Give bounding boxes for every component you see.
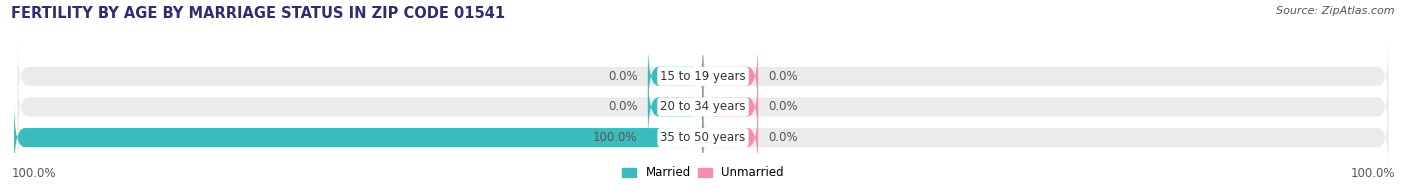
Text: 100.0%: 100.0%: [593, 131, 637, 144]
Text: 15 to 19 years: 15 to 19 years: [661, 70, 745, 83]
Text: 100.0%: 100.0%: [11, 167, 56, 180]
FancyBboxPatch shape: [703, 71, 758, 143]
FancyBboxPatch shape: [703, 40, 758, 113]
Text: 0.0%: 0.0%: [769, 100, 799, 113]
Text: Source: ZipAtlas.com: Source: ZipAtlas.com: [1277, 6, 1395, 16]
Text: 0.0%: 0.0%: [769, 70, 799, 83]
Text: FERTILITY BY AGE BY MARRIAGE STATUS IN ZIP CODE 01541: FERTILITY BY AGE BY MARRIAGE STATUS IN Z…: [11, 6, 505, 21]
FancyBboxPatch shape: [648, 71, 703, 143]
FancyBboxPatch shape: [14, 101, 703, 174]
Text: 100.0%: 100.0%: [1350, 167, 1395, 180]
FancyBboxPatch shape: [17, 40, 1389, 113]
FancyBboxPatch shape: [703, 101, 758, 174]
Text: 0.0%: 0.0%: [607, 100, 637, 113]
FancyBboxPatch shape: [17, 101, 1389, 174]
FancyBboxPatch shape: [17, 71, 1389, 143]
Legend: Married, Unmarried: Married, Unmarried: [617, 162, 789, 184]
FancyBboxPatch shape: [648, 40, 703, 113]
Text: 20 to 34 years: 20 to 34 years: [661, 100, 745, 113]
Text: 0.0%: 0.0%: [607, 70, 637, 83]
Text: 0.0%: 0.0%: [769, 131, 799, 144]
Text: 35 to 50 years: 35 to 50 years: [661, 131, 745, 144]
